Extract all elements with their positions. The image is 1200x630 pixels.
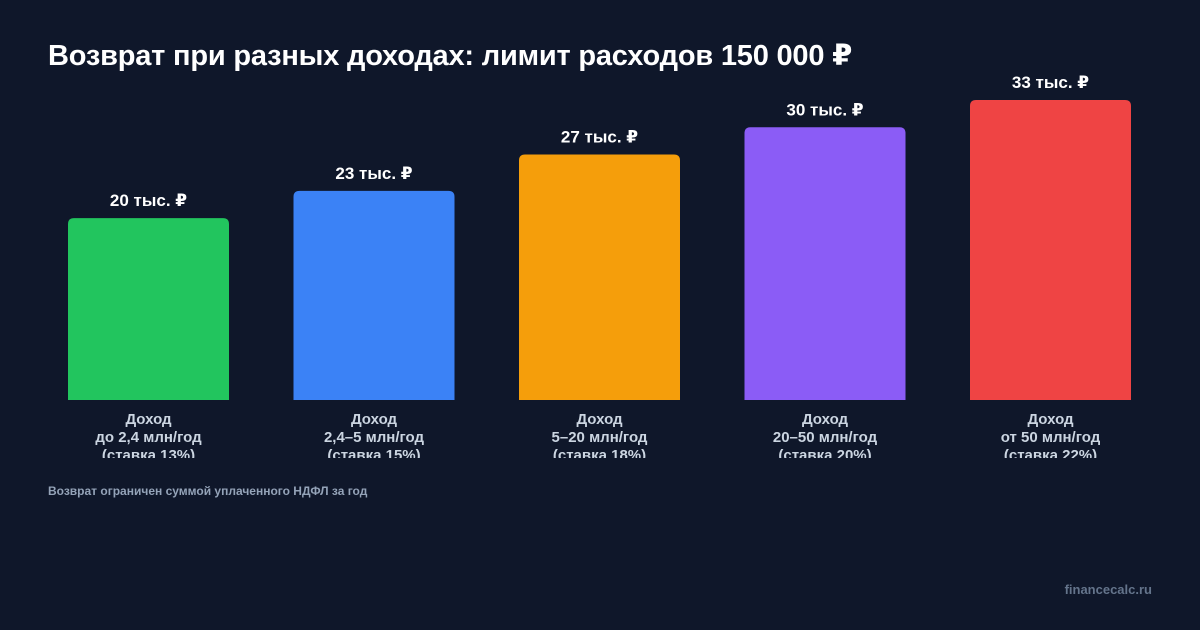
category-label-5-line-1: Доход (1027, 411, 1074, 428)
category-label-4-line-2: 20–50 млн/год (773, 429, 878, 446)
category-label-4-line-3: (ставка 20%) (778, 447, 871, 464)
category-label-3-line-1: Доход (576, 411, 623, 428)
category-label-1-line-1: Доход (125, 411, 172, 428)
category-label-5-line-2: от 50 млн/год (1001, 429, 1101, 446)
bar-3 (519, 154, 680, 400)
category-label-4-line-1: Доход (802, 411, 849, 428)
value-labels-layer: 20 тыс. ₽ 23 тыс. ₽ 27 тыс. ₽ 30 тыс. ₽ 33 т… (110, 73, 1089, 210)
category-label-2-line-3: (ставка 15%) (327, 447, 420, 464)
bar-4 (744, 127, 906, 400)
value-label-3: 27 тыс. ₽ (561, 128, 638, 147)
value-label-5: 33 тыс. ₽ (1012, 73, 1089, 92)
category-label-3-line-3: (ставка 18%) (553, 447, 646, 464)
value-label-2: 23 тыс. ₽ (335, 164, 412, 183)
bar-5 (970, 100, 1131, 400)
category-label-3-line-2: 5–20 млн/год (552, 429, 648, 446)
brand-watermark: financecalc.ru (1064, 582, 1152, 597)
category-label-1-line-2: до 2,4 млн/год (95, 429, 202, 446)
value-label-1: 20 тыс. ₽ (110, 191, 187, 210)
category-label-2-line-1: Доход (351, 411, 398, 428)
bar-1 (68, 218, 229, 400)
category-label-2-line-2: 2,4–5 млн/год (324, 429, 425, 446)
bar-2 (293, 190, 455, 400)
category-label-1-line-3: (ставка 13%) (102, 447, 195, 464)
chart-title: Возврат при разных доходах: лимит расход… (48, 40, 853, 72)
bars-layer (68, 100, 1131, 400)
category-label-5-line-3: (ставка 22%) (1004, 447, 1097, 464)
footnote: Возврат ограничен суммой уплаченного НДФ… (48, 484, 368, 498)
value-label-4: 30 тыс. ₽ (786, 100, 863, 119)
